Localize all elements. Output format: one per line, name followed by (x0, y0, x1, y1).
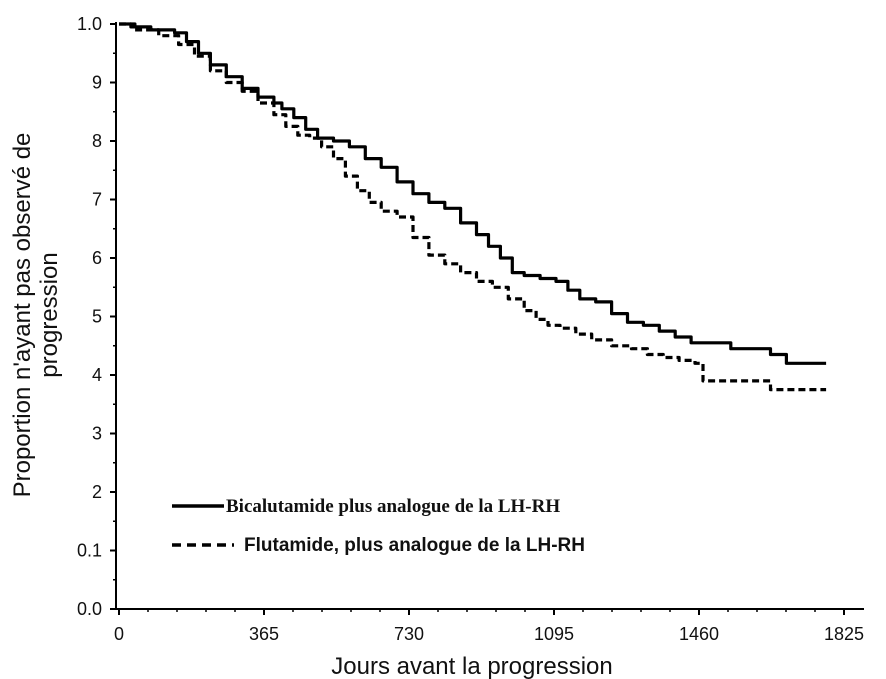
x-tick-label: 1095 (534, 624, 574, 644)
legend-label-bicalutamide: Bicalutamide plus analogue de la LH-RH (226, 496, 560, 517)
y-tick-label: 0.1 (77, 541, 102, 561)
series-line-flutamide (119, 22, 827, 392)
legend-label-flutamide: Flutamide, plus analogue de la LH-RH (244, 535, 585, 556)
y-tick-label: 8 (92, 131, 102, 151)
y-axis-title: Proportion n'ayant pas observé de progre… (9, 133, 63, 498)
x-tick-label: 1460 (679, 624, 719, 644)
x-axis-title: Jours avant la progression (331, 653, 612, 679)
series-lines (119, 22, 827, 392)
y-tick-label: 4 (92, 365, 102, 385)
y-tick-label: 1.0 (77, 14, 102, 34)
x-tick-label: 0 (114, 624, 124, 644)
y-tick-label: 6 (92, 248, 102, 268)
y-axis-title-line2: progression (36, 252, 63, 377)
y-tick-label: 9 (92, 73, 102, 93)
x-tick-label: 730 (394, 624, 424, 644)
y-tick-label: 0.0 (77, 599, 102, 619)
y-tick-label: 3 (92, 424, 102, 444)
y-tick-label: 2 (92, 482, 102, 502)
x-tick-label: 1825 (824, 624, 864, 644)
legend: Bicalutamide plus analogue de la LH-RH F… (172, 496, 585, 556)
series-line-bicalutamide (119, 22, 827, 365)
y-tick-label: 7 (92, 190, 102, 210)
axes (115, 22, 864, 610)
x-tick-label: 365 (249, 624, 279, 644)
y-tick-label: 5 (92, 307, 102, 327)
y-axis-title-line1: Proportion n'ayant pas observé de (9, 133, 36, 498)
ticks: 0.0 0.1 2 3 4 5 6 7 8 9 1.0 0 365 730 1095 1460 1825 (77, 14, 864, 644)
